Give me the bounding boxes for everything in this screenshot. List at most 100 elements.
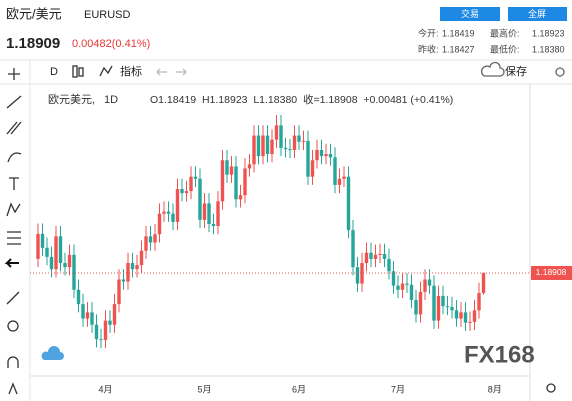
stat-value: 1.18380: [532, 44, 565, 54]
candle-body: [481, 272, 486, 294]
candle-body: [234, 166, 238, 200]
candle-body: [459, 312, 463, 319]
stat-value: 1.18427: [442, 44, 475, 54]
candle-body: [468, 321, 472, 323]
stat-label: 昨收:: [418, 43, 439, 54]
candle-body: [445, 306, 450, 308]
save[interactable]: 保存: [505, 64, 527, 78]
candle-body: [40, 233, 45, 248]
x-tick-label: 8月: [488, 384, 502, 394]
candle-body: [463, 312, 468, 323]
stat-value: 1.18923: [532, 28, 565, 38]
candle-body: [274, 125, 279, 140]
trade-label[interactable]: 交易: [461, 8, 479, 19]
candle-body: [297, 135, 301, 142]
trade-button[interactable]: [440, 7, 500, 21]
candle-body: [130, 263, 135, 270]
side-toolbar[interactable]: [4, 68, 22, 395]
fullscreen-label[interactable]: 全屏: [528, 8, 546, 19]
candle-body: [342, 176, 346, 179]
interval[interactable]: D: [50, 66, 58, 78]
candle-body: [427, 279, 432, 286]
candle-body: [216, 201, 220, 227]
candle-body: [198, 178, 202, 220]
candle-body: [310, 160, 315, 177]
candle-body: [211, 223, 216, 227]
candle-body: [391, 271, 396, 286]
instrument-name: 欧元/美元: [6, 6, 62, 21]
candle-body: [270, 139, 274, 155]
candle-body: [292, 135, 297, 150]
stat-label: 最低价:: [490, 43, 520, 54]
candle-body: [279, 125, 283, 148]
candle-body: [328, 154, 333, 158]
legend-ohlc: O1.18419 H1.18923 L1.18380 收=1.18908 +0.…: [150, 93, 453, 106]
candle-body: [436, 295, 441, 321]
candle-body: [324, 154, 328, 157]
candle-body: [193, 176, 198, 179]
candle-body: [288, 149, 292, 151]
candle-body: [373, 254, 378, 259]
fullscreen-button[interactable]: [508, 7, 567, 21]
candle-body: [166, 211, 171, 214]
candle-body: [72, 254, 76, 290]
cloud-icon: [41, 346, 64, 360]
candle-body: [387, 258, 391, 272]
candle-body: [346, 176, 351, 231]
candle-body: [90, 312, 94, 325]
stat-label: 今开:: [418, 27, 439, 38]
candle-body: [418, 291, 423, 315]
candle-body: [238, 195, 243, 200]
candle-body: [405, 283, 409, 285]
candle-body: [126, 263, 130, 282]
candle-body: [396, 285, 400, 290]
candle-body: [409, 284, 414, 301]
candle-body: [261, 135, 265, 157]
candle-body: [364, 252, 369, 264]
candle-body: [157, 213, 162, 235]
candle-body: [94, 324, 99, 340]
candle-body: [112, 304, 117, 325]
candle-body: [337, 178, 342, 185]
candle-body: [247, 164, 252, 169]
candle-body: [220, 160, 225, 202]
candle-body: [103, 320, 108, 340]
candle-body: [121, 279, 126, 282]
candle-body: [162, 211, 166, 214]
candle-body: [333, 157, 337, 185]
legend-name: 欧元美元,: [48, 93, 95, 106]
stat-value: 1.18419: [442, 28, 475, 38]
candle-body: [378, 253, 382, 255]
candle-body: [99, 339, 103, 341]
candle-body: [117, 279, 121, 305]
stat-label: 最高价:: [490, 27, 520, 38]
candle-body: [180, 189, 184, 194]
candle-body: [76, 289, 81, 305]
candle-body: [171, 213, 175, 222]
candle-body: [283, 147, 288, 150]
candle-body: [252, 135, 256, 165]
candle-body: [414, 300, 418, 315]
candle-body: [306, 140, 310, 177]
price-label: 1.18908: [536, 267, 567, 277]
candle-body: [400, 283, 405, 290]
candle-body: [54, 236, 58, 270]
candle-body: [139, 250, 144, 266]
candle-body: [319, 149, 324, 157]
toolbar-icons[interactable]: [72, 61, 565, 78]
candle-body: [67, 254, 72, 268]
x-tick-label: 7月: [391, 384, 405, 394]
symbol: EURUSD: [84, 9, 131, 21]
candle-body: [36, 233, 40, 259]
change: 0.00482(0.41%): [72, 38, 150, 50]
candle-body: [256, 135, 261, 157]
candle-body: [148, 236, 153, 243]
candle-body: [58, 236, 63, 264]
candle-body: [108, 320, 112, 325]
candle-body: [144, 236, 148, 251]
settings[interactable]: [546, 383, 556, 393]
candle-body: [184, 191, 189, 194]
indicators[interactable]: 指标: [120, 64, 142, 78]
